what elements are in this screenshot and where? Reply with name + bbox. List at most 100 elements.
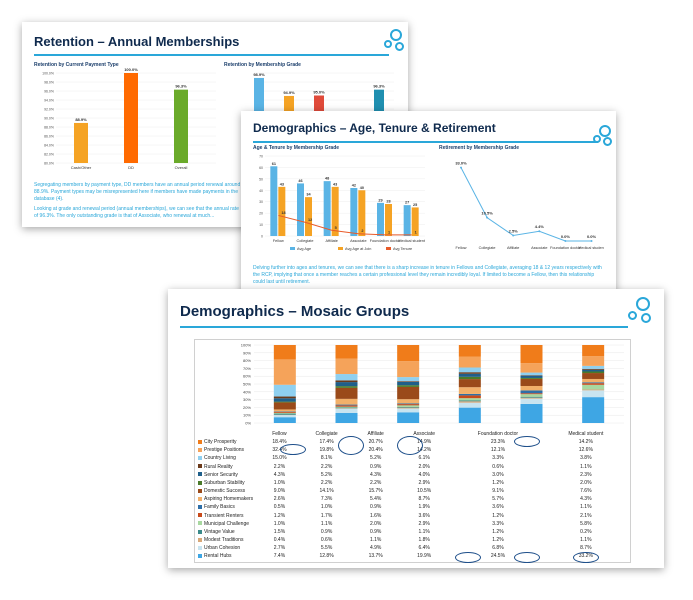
bubble-small xyxy=(628,311,637,320)
stack-segment xyxy=(582,389,605,391)
stack-segment xyxy=(458,367,481,373)
table-cell: 1.2% xyxy=(492,479,504,486)
stack-segment xyxy=(582,356,605,366)
table-cell: 2.2% xyxy=(369,479,382,486)
table-cell: 1.9% xyxy=(418,504,430,511)
stack-segment xyxy=(458,373,481,377)
table-cell: 23.3% xyxy=(490,439,506,446)
stack-segment xyxy=(458,401,481,403)
stack-segment xyxy=(458,400,481,402)
table-cell: 12.1% xyxy=(490,447,506,454)
table-cell: 10.5% xyxy=(417,488,432,495)
table-cell: 2.2% xyxy=(320,463,333,470)
legend-swatch xyxy=(198,472,202,477)
x-tick-label: Foundation doctor xyxy=(370,239,401,243)
stack-segment xyxy=(397,399,420,404)
stack-segment xyxy=(582,373,605,379)
legend-swatch xyxy=(198,505,202,510)
table-cell: 1.5% xyxy=(273,528,286,535)
table-cell: 6.8% xyxy=(492,545,504,552)
bar xyxy=(323,181,331,236)
table-cell: 14.2% xyxy=(578,439,593,446)
chart-title: Retention by Membership Grade xyxy=(224,62,301,68)
stack-segment xyxy=(582,383,605,385)
legend-label: Avg Age xyxy=(297,247,311,251)
table-cell: 0.9% xyxy=(369,463,382,470)
line-value-label: 0.0% xyxy=(561,234,571,239)
bar-value-label: 29 xyxy=(378,198,382,202)
table-row: Urban Cohesion 2.7% 5.5% 4.9% 6.4% 6.8% 8.7% xyxy=(196,544,627,552)
bubble-small xyxy=(384,40,392,48)
line-value-label: 12 xyxy=(308,218,312,222)
stack-segment xyxy=(335,358,358,375)
stack-segment xyxy=(273,409,296,412)
legend-swatch xyxy=(198,456,202,461)
table-cell: 5.4% xyxy=(369,496,382,503)
bar xyxy=(350,188,358,236)
table-row: City Prosperity 18.4% 17.4% 20.7% 14.9% 23.3%… xyxy=(196,438,627,446)
stack-segment xyxy=(273,412,296,414)
bar xyxy=(305,197,312,236)
y-tick-label: 100% xyxy=(241,343,252,348)
table-cell: 13.7% xyxy=(368,553,383,560)
legend-swatch xyxy=(198,447,202,452)
table-cell: 4.3% xyxy=(273,471,286,478)
row-label: Transient Renters xyxy=(196,512,260,520)
table-cell: 12.8% xyxy=(319,553,334,560)
table-cell: 6.4% xyxy=(418,545,430,552)
bar-value-label: 94.9% xyxy=(283,90,295,95)
y-tick-label: 60% xyxy=(243,374,251,379)
y-tick-label: 88.0% xyxy=(44,126,54,130)
x-tick-label: DD xyxy=(128,165,134,170)
line-value-label: 1 xyxy=(415,230,417,234)
stack-segment xyxy=(520,385,543,391)
highlight-circle xyxy=(338,436,364,455)
y-tick-label: 80.0% xyxy=(44,162,54,166)
table-cell: 2.7% xyxy=(273,545,286,552)
stack-segment xyxy=(458,356,481,368)
mosaic-stacked-chart: 100% 90% 80% 70% 60% 50% 40% 30% 20% 10% 0% xyxy=(241,343,624,426)
table-cell: 0.9% xyxy=(369,528,382,535)
stack-segment xyxy=(520,375,543,378)
stack-segment xyxy=(397,361,420,378)
retirement-line xyxy=(460,167,592,242)
table-cell: 5.2% xyxy=(320,471,333,478)
table-cell: 5.5% xyxy=(320,545,333,552)
stack-segment xyxy=(273,398,296,402)
table-cell: 1.7% xyxy=(320,512,333,519)
table-cell: 2.1% xyxy=(580,512,592,519)
stack-segment xyxy=(520,393,543,395)
stack-segment xyxy=(582,368,605,370)
x-tick-label: Fellow xyxy=(273,239,284,243)
table-cell: 15.0% xyxy=(272,455,287,462)
highlight-circle xyxy=(455,552,481,563)
stack-segment xyxy=(582,365,605,369)
x-tick-label: Affiliate xyxy=(507,246,519,250)
table-cell: 32.4% xyxy=(272,447,287,454)
line-point xyxy=(538,230,541,233)
stack-segment xyxy=(458,345,481,357)
table-cell: 4.3% xyxy=(580,496,592,503)
row-label: Senior Security xyxy=(196,471,260,479)
table-cell: 1.6% xyxy=(369,512,382,519)
bar-value-label: 100.0% xyxy=(124,68,138,72)
line-value-label: 1 xyxy=(388,230,390,234)
table-cell: 1.0% xyxy=(320,504,333,511)
slide-title: Demographics – Age, Tenure & Retirement xyxy=(253,121,496,135)
table-cell: 2.9% xyxy=(418,520,430,527)
legend-swatch xyxy=(198,521,202,526)
bubbles-icon xyxy=(390,29,402,41)
stack-segment xyxy=(335,398,358,405)
row-label: Urban Cohesion xyxy=(196,544,260,552)
tenure-line xyxy=(278,214,412,236)
x-tick-label: Foundation doctor xyxy=(550,246,581,250)
table-cell: 3.3% xyxy=(492,520,504,527)
table-cell: 4.0% xyxy=(418,471,430,478)
stack-segment xyxy=(397,345,420,362)
table-row: Suburban Stability 1.0% 2.2% 2.2% 2.9% 1.2% 2.… xyxy=(196,479,627,487)
table-cell: 19.8% xyxy=(319,447,334,454)
y-tick-label: 0% xyxy=(245,421,251,426)
legend-label: Avg Age at Join xyxy=(345,247,371,251)
stack-segment xyxy=(520,397,543,399)
y-tick-label: 94.0% xyxy=(44,99,54,103)
